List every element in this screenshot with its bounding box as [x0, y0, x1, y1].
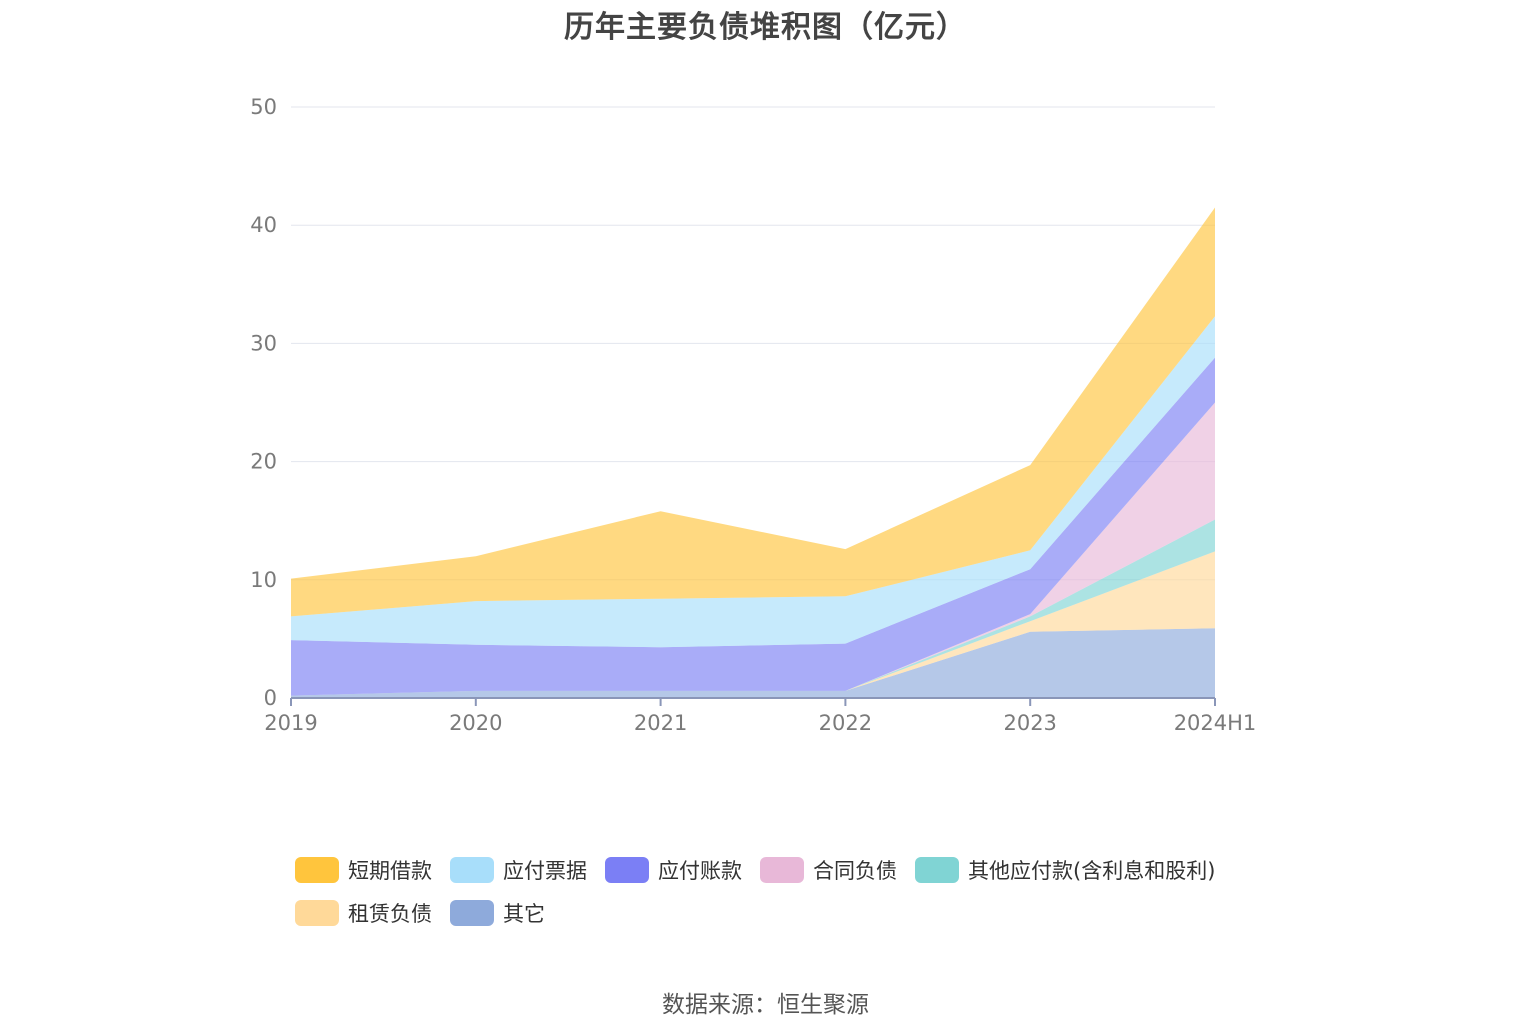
axes — [290, 697, 1216, 706]
y-tick-label: 50 — [250, 95, 277, 119]
stacked-areas — [291, 207, 1215, 698]
x-tick-label: 2021 — [634, 711, 687, 735]
area-series — [291, 316, 1215, 648]
legend-swatch — [605, 856, 649, 883]
legend-label: 合同负债 — [813, 858, 897, 883]
x-tick-label: 2022 — [819, 711, 872, 735]
legend-item[interactable]: 应付账款 — [605, 855, 742, 885]
x-tick-label: 2019 — [264, 711, 317, 735]
area-series — [291, 357, 1215, 696]
legend-item[interactable]: 合同负债 — [760, 855, 897, 885]
tick-labels: 0 10 20 30 40 50 2019 2020 2021 2022 2023 2024H1 — [250, 95, 1256, 735]
y-tick-label: 20 — [250, 450, 277, 474]
legend-swatch — [450, 856, 494, 883]
legend-item[interactable]: 应付票据 — [450, 855, 587, 885]
legend-swatch — [915, 856, 959, 883]
legend-label: 其它 — [503, 901, 545, 926]
legend: 短期借款 应付票据 应付账款 合同负债 其他应付款(含利息和股利) 租赁负债 其它 — [295, 848, 1275, 934]
legend-item[interactable]: 短期借款 — [295, 855, 432, 885]
legend-label: 应付账款 — [658, 858, 742, 883]
legend-label: 应付票据 — [503, 858, 587, 883]
legend-swatch — [295, 899, 339, 926]
area-series — [291, 551, 1215, 696]
area-series — [291, 207, 1215, 617]
legend-item[interactable]: 租赁负债 — [295, 898, 432, 928]
legend-row: 租赁负债 其它 — [295, 891, 1275, 934]
legend-label: 其他应付款(含利息和股利) — [968, 858, 1216, 883]
legend-row: 短期借款 应付票据 应付账款 合同负债 其他应付款(含利息和股利) — [295, 848, 1275, 891]
legend-item[interactable]: 其它 — [450, 898, 545, 928]
x-tick-label: 2023 — [1003, 711, 1056, 735]
legend-swatch — [450, 899, 494, 926]
legend-swatch — [760, 856, 804, 883]
y-tick-label: 30 — [250, 331, 277, 355]
data-source: 数据来源：恒生聚源 — [662, 992, 869, 1018]
area-series — [291, 628, 1215, 698]
legend-swatch — [295, 856, 339, 883]
x-tick-label: 2020 — [449, 711, 502, 735]
y-tick-label: 40 — [250, 213, 277, 237]
chart-title: 历年主要负债堆积图（亿元） — [564, 10, 967, 45]
legend-item[interactable]: 其他应付款(含利息和股利) — [915, 855, 1215, 885]
y-tick-label: 10 — [250, 568, 277, 592]
legend-label: 租赁负债 — [348, 901, 432, 926]
legend-label: 短期借款 — [348, 858, 432, 883]
y-tick-label: 0 — [264, 686, 277, 710]
x-tick-label: 2024H1 — [1174, 711, 1257, 735]
